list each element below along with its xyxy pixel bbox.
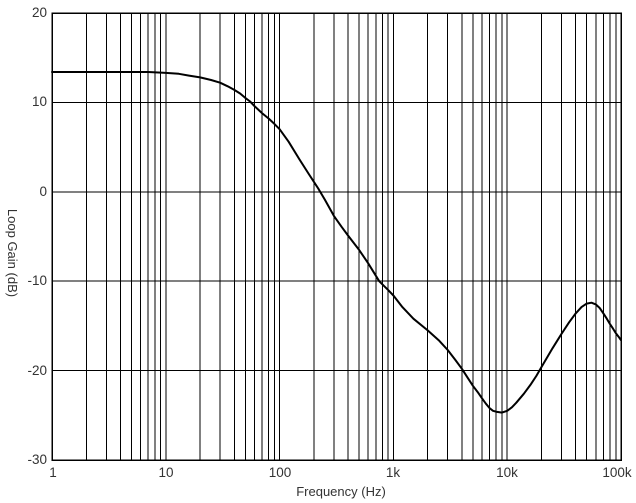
- x-axis-title: Frequency (Hz): [296, 484, 386, 499]
- y-tick-label: 20: [31, 5, 47, 20]
- y-tick-label: -10: [27, 273, 47, 288]
- y-tick-label: -20: [27, 363, 47, 378]
- y-tick-label: 0: [39, 184, 47, 199]
- x-tick-label: 1k: [385, 465, 401, 480]
- y-tick-label: 10: [31, 94, 47, 109]
- y-tick-label: -30: [27, 452, 47, 467]
- y-axis-title: Loop Gain (dB): [5, 208, 20, 298]
- x-tick-label: 100k: [602, 465, 632, 480]
- x-tick-label: 100: [268, 465, 292, 480]
- loop-gain-curve: [51, 71, 622, 414]
- gridlines: [51, 12, 622, 461]
- x-tick-label: 10: [158, 465, 174, 480]
- plot-border: [51, 12, 622, 461]
- x-tick-label: 10k: [496, 465, 518, 480]
- x-tick-label: 1: [49, 465, 57, 480]
